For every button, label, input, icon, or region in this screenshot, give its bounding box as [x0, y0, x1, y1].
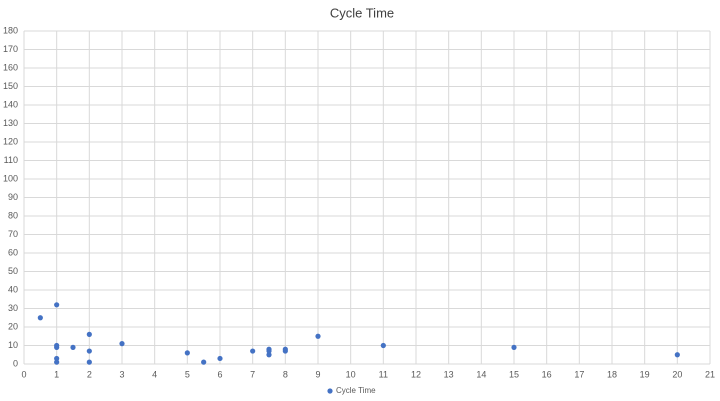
point [380, 342, 386, 349]
y-tick-label: 40 [8, 284, 18, 294]
y-tick-label: 90 [8, 192, 18, 202]
x-tick-label: 8 [283, 369, 288, 379]
y-tick-label: 170 [3, 44, 18, 54]
y-tick-label: 60 [8, 247, 18, 257]
x-tick-label: 2 [87, 369, 92, 379]
point [54, 359, 60, 365]
x-tick-label: 7 [250, 369, 255, 379]
point [201, 359, 207, 365]
y-tick-label: 150 [3, 81, 18, 91]
y-tick-label: 140 [3, 99, 18, 109]
y-tick-label: 100 [3, 173, 18, 183]
x-tick-label: 3 [119, 369, 124, 379]
y-tick-label: 50 [8, 266, 18, 276]
x-tick-label: 1 [54, 369, 59, 379]
point [54, 344, 60, 350]
x-tick-label: 11 [379, 369, 388, 379]
point [70, 344, 76, 350]
y-tick-label: 160 [3, 62, 18, 72]
point [119, 341, 125, 347]
point [54, 302, 60, 308]
point [217, 355, 223, 362]
point [184, 350, 190, 356]
y-tick-label: 10 [8, 340, 18, 350]
point [86, 359, 92, 365]
y-tick-label: 120 [3, 136, 18, 146]
y-tick-label: 70 [8, 229, 18, 239]
x-tick-label: 5 [185, 369, 190, 379]
x-tick-label: 0 [21, 369, 26, 379]
point [86, 348, 92, 354]
x-tick-label: 14 [476, 369, 486, 379]
x-tick-label: 4 [152, 369, 157, 379]
y-tick-label: 80 [8, 210, 18, 220]
x-tick-label: 12 [411, 369, 421, 379]
point [37, 315, 43, 321]
y-tick-label: 20 [8, 321, 18, 331]
x-tick-label: 9 [315, 369, 320, 379]
y-tick-label: 130 [3, 118, 18, 128]
point [54, 355, 60, 362]
x-tick-label: 21 [705, 369, 715, 379]
x-tick-label: 10 [346, 369, 356, 379]
point [674, 352, 680, 358]
y-tick-label: 110 [4, 155, 18, 165]
point [315, 333, 321, 339]
x-tick-label: 15 [509, 369, 519, 379]
point [86, 331, 92, 337]
y-tick-label: 0 [13, 358, 18, 368]
x-tick-label: 13 [444, 369, 454, 379]
chart-title: Cycle Time [330, 5, 394, 20]
x-tick-label: 20 [672, 369, 682, 379]
y-tick-label: 30 [8, 303, 18, 313]
point [266, 352, 272, 358]
legend-label: Cycle Time [336, 386, 376, 395]
point [282, 348, 288, 354]
legend-marker [327, 388, 333, 394]
x-tick-label: 6 [217, 369, 222, 379]
point [511, 344, 517, 350]
x-tick-label: 19 [640, 369, 650, 379]
x-tick-label: 17 [574, 369, 584, 379]
y-tick-label: 180 [3, 25, 18, 35]
point [266, 348, 272, 354]
x-tick-label: 18 [607, 369, 617, 379]
point [250, 348, 256, 354]
x-tick-label: 16 [542, 369, 552, 379]
